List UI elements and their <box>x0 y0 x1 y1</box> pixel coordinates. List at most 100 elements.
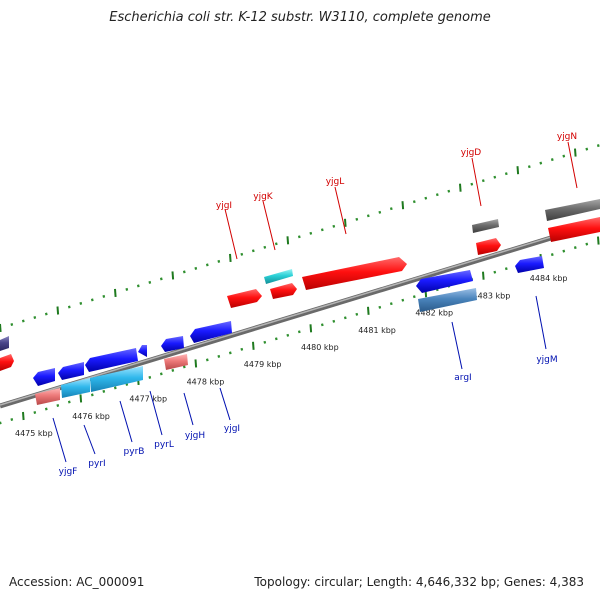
minor-tick <box>205 263 209 267</box>
minor-tick <box>90 298 94 302</box>
major-tick <box>309 324 313 333</box>
reverse-gene-arrow[interactable] <box>0 336 9 351</box>
minor-tick <box>56 404 60 407</box>
forward-gene-arrow[interactable] <box>227 289 262 308</box>
minor-tick <box>343 316 347 320</box>
minor-tick <box>90 393 94 397</box>
minor-tick <box>562 249 566 253</box>
gene-label[interactable]: yjgK <box>253 192 274 202</box>
minor-tick <box>297 235 301 239</box>
minor-tick <box>125 287 129 291</box>
minor-tick <box>171 368 175 372</box>
minor-tick <box>320 323 324 327</box>
scale-label: 4476 kbp <box>72 412 110 421</box>
minor-tick <box>378 210 382 214</box>
minor-tick <box>378 305 382 309</box>
minor-tick <box>102 389 106 393</box>
minor-tick <box>205 358 209 362</box>
minor-tick <box>44 407 48 411</box>
gene-label[interactable]: yjgI <box>224 424 240 434</box>
minor-tick <box>355 312 359 316</box>
minor-tick <box>159 372 163 376</box>
forward-scale-ticks <box>0 144 600 333</box>
minor-tick <box>550 253 554 257</box>
reverse-gene-arrow[interactable] <box>515 256 544 273</box>
minor-tick <box>136 284 140 288</box>
minor-tick <box>263 245 267 249</box>
forward-gene-arrow[interactable] <box>476 238 501 255</box>
reverse-gene-arrow[interactable] <box>35 388 60 405</box>
minor-tick <box>412 295 416 299</box>
reverse-scale-ticks <box>0 236 600 425</box>
gene-label[interactable]: yjgF <box>59 467 78 477</box>
gene-label[interactable]: yjgL <box>326 177 345 187</box>
reverse-gene-arrow[interactable] <box>138 345 147 357</box>
forward-gene-arrow[interactable] <box>302 257 407 290</box>
forward-label-leaders <box>224 141 578 260</box>
scale-label: 4480 kbp <box>301 343 339 352</box>
scale-label: 4482 kbp <box>415 309 453 318</box>
major-tick <box>229 253 232 262</box>
major-tick <box>114 288 117 297</box>
major-tick <box>79 394 83 403</box>
major-tick <box>597 236 600 245</box>
major-tick <box>459 183 462 192</box>
minor-tick <box>596 144 600 148</box>
minor-tick <box>320 228 324 232</box>
genome-backbone <box>0 220 600 409</box>
gene-label[interactable]: pyrB <box>124 447 145 457</box>
minor-tick <box>297 330 301 334</box>
minor-tick <box>585 242 589 246</box>
minor-tick <box>309 231 313 235</box>
reverse-gene-arrow[interactable] <box>190 321 232 343</box>
reverse-gene-arrow[interactable] <box>90 366 143 392</box>
minor-tick <box>0 421 2 425</box>
minor-tick <box>21 319 25 323</box>
minor-tick <box>424 196 428 200</box>
reverse-gene-arrow[interactable] <box>164 354 188 370</box>
major-tick <box>516 166 520 175</box>
forward-gene-arrow[interactable] <box>0 354 14 371</box>
forward-gene-arrow[interactable] <box>264 269 293 284</box>
minor-tick <box>102 294 106 298</box>
reverse-gene-arrow[interactable] <box>161 336 184 352</box>
reverse-gene-arrow[interactable] <box>33 368 55 386</box>
forward-gene-labels: yjgI yjgK yjgL yjgD yjgN <box>216 132 577 211</box>
minor-tick <box>389 302 393 306</box>
scale-label: 4483 kbp <box>473 291 511 300</box>
scale-label: 4475 kbp <box>15 429 53 438</box>
gene-label[interactable]: pyrI <box>88 459 105 469</box>
gene-label[interactable]: yjgH <box>185 431 205 441</box>
reverse-gene-arrow[interactable] <box>61 378 90 398</box>
gene-label[interactable]: pyrL <box>154 440 174 450</box>
reverse-label-leaders <box>52 295 547 463</box>
major-tick <box>401 201 405 210</box>
forward-gene-arrow[interactable] <box>472 219 499 233</box>
minor-tick <box>274 242 278 246</box>
major-tick <box>56 306 60 315</box>
forward-gene-arrow[interactable] <box>545 199 600 221</box>
reverse-gene-arrow[interactable] <box>58 362 84 380</box>
reverse-gene-arrow[interactable] <box>418 288 477 312</box>
reverse-gene-arrow[interactable] <box>416 270 473 293</box>
minor-tick <box>113 386 117 390</box>
forward-gene-arrow[interactable] <box>270 283 297 299</box>
gene-label[interactable]: yjgM <box>536 355 557 365</box>
minor-tick <box>263 340 267 344</box>
scale-label: 4478 kbp <box>187 377 225 386</box>
gene-label[interactable]: yjgD <box>461 148 482 158</box>
minor-tick <box>217 354 221 358</box>
accession-text: Accession: AC_000091 <box>9 575 145 589</box>
minor-tick <box>527 165 531 169</box>
minor-tick <box>504 267 508 271</box>
minor-tick <box>159 277 163 281</box>
scale-labels: 4475 kbp 4476 kbp 4477 kbp 4478 kbp 4479 kbp… <box>15 274 568 438</box>
gene-label[interactable]: argI <box>454 373 471 383</box>
minor-tick <box>10 323 14 326</box>
minor-tick <box>240 347 244 351</box>
gene-label[interactable]: yjgI <box>216 201 232 211</box>
gene-label[interactable]: yjgN <box>557 132 577 142</box>
reverse-gene-arrow[interactable] <box>85 348 138 372</box>
forward-gene-arrow[interactable] <box>548 217 600 242</box>
major-tick <box>367 306 370 315</box>
